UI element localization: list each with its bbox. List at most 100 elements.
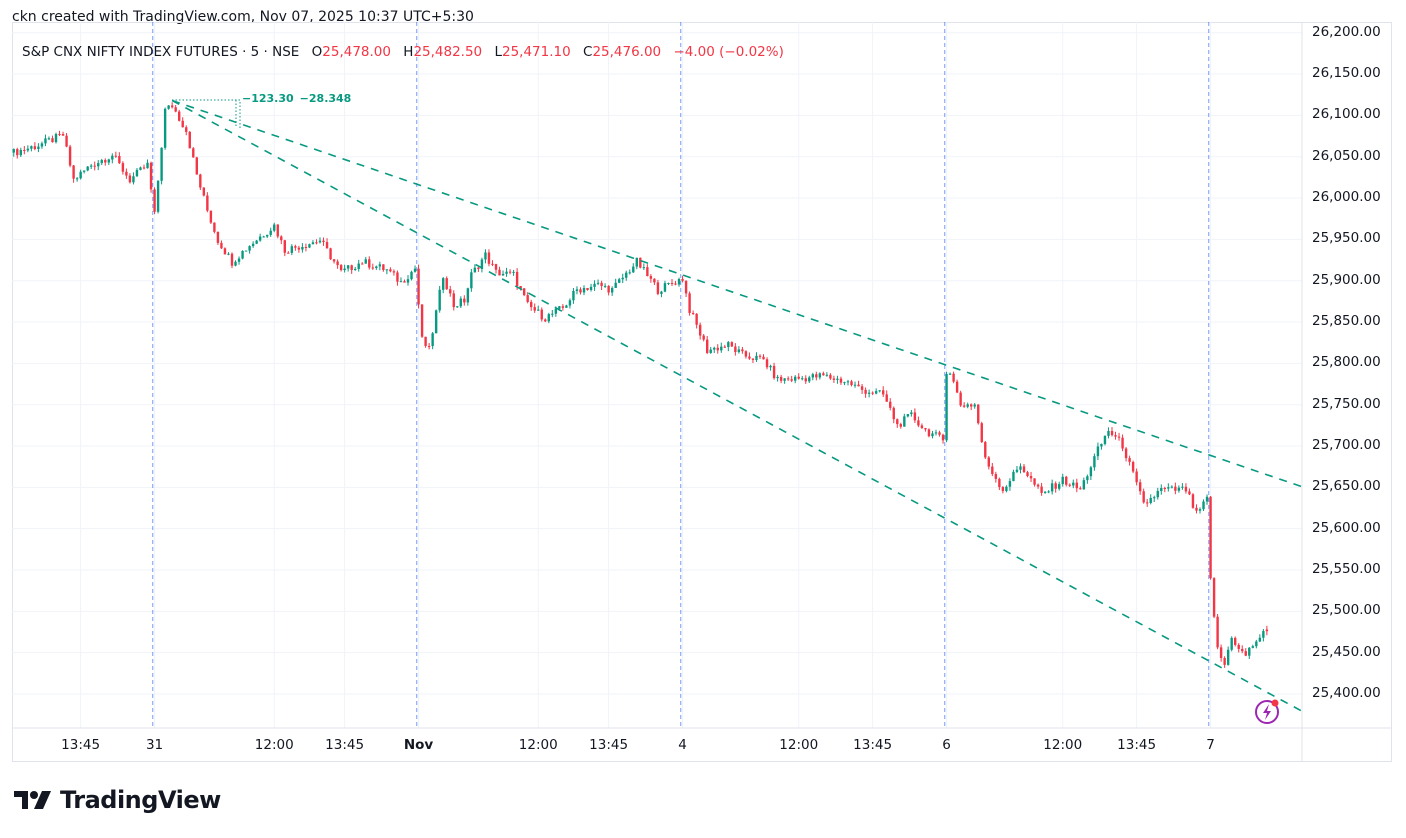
candle-body (153, 189, 156, 212)
candle-body (82, 170, 86, 172)
candle-body (924, 428, 927, 430)
candle (667, 282, 670, 286)
candle-body (100, 160, 103, 164)
candle (104, 158, 107, 166)
candle-body (941, 434, 945, 441)
candle (322, 237, 325, 246)
candle (596, 279, 600, 286)
candle (642, 263, 646, 270)
time-tick: 4 (678, 737, 687, 753)
candle-body (339, 265, 343, 271)
candle (368, 256, 371, 270)
candle (1255, 639, 1258, 649)
candle-body (406, 279, 410, 283)
candle-body (769, 365, 772, 368)
candle-body (33, 146, 37, 149)
candle (332, 259, 336, 264)
candle (364, 256, 367, 264)
candle-body (1114, 435, 1117, 437)
candle-body (1043, 491, 1047, 493)
candle (762, 354, 765, 360)
candle-body (572, 290, 575, 301)
candle-body (603, 285, 607, 287)
time-tick: 6 (942, 737, 951, 753)
candle-body (596, 282, 600, 284)
candle (438, 285, 441, 313)
candle (417, 264, 420, 309)
candle (565, 304, 568, 308)
candle (533, 303, 536, 313)
candle-body (614, 282, 617, 288)
candle (477, 266, 480, 272)
candle-body (1177, 487, 1181, 491)
candle (283, 239, 286, 257)
candle (1121, 434, 1124, 452)
tradingview-logo[interactable]: TradingView (14, 786, 221, 814)
candle-body (385, 269, 389, 271)
candle-body (346, 265, 350, 269)
candle (748, 352, 751, 360)
candle-body (170, 105, 174, 108)
candle-body (44, 138, 47, 144)
time-tick: 31 (145, 737, 164, 753)
candle-body (610, 287, 614, 293)
open-value: 25,478.00 (322, 44, 391, 60)
candle (153, 187, 156, 215)
candle-body (1191, 494, 1195, 508)
symbol-name[interactable]: S&P CNX NIFTY INDEX FUTURES · 5 · NSE (22, 44, 300, 60)
candle-body (779, 376, 783, 381)
candle-body (375, 266, 378, 268)
candle (610, 286, 614, 296)
candle-body (741, 349, 744, 352)
candle-body (688, 293, 691, 313)
candle-body (955, 381, 959, 393)
candle-body (142, 167, 146, 169)
candle-body (135, 169, 139, 177)
candle-body (1121, 437, 1124, 449)
candle (343, 264, 346, 273)
candle-body (420, 304, 424, 337)
candle-body (1202, 501, 1205, 510)
candle (1001, 486, 1005, 494)
candle (903, 413, 906, 427)
candle (75, 176, 79, 182)
candle (135, 168, 139, 177)
candle (1005, 485, 1008, 493)
candle (934, 429, 938, 436)
candle-body (332, 259, 336, 262)
alert-icon[interactable] (1255, 699, 1279, 724)
candle (90, 163, 93, 170)
candle (304, 243, 308, 252)
candle (167, 105, 170, 110)
candle (473, 264, 477, 273)
candle (941, 433, 945, 444)
candle-body (322, 240, 325, 243)
candle-body (948, 373, 952, 375)
candle-body (410, 271, 413, 280)
candle (751, 358, 755, 363)
candle-body (1234, 637, 1237, 645)
candle (378, 261, 382, 271)
candle-body (829, 374, 832, 379)
time-tick: 12:00 (779, 737, 819, 753)
low-label: L (494, 44, 502, 60)
chart-frame (12, 22, 1392, 762)
measure-label: −123.30 −28.348 (242, 92, 351, 105)
candle-body (1040, 486, 1043, 493)
candle (1117, 432, 1121, 441)
candle-body (794, 376, 797, 381)
candle (44, 134, 47, 147)
candle-body (691, 312, 695, 314)
candle-body (37, 146, 40, 149)
candle-body (846, 381, 850, 383)
candle (1138, 479, 1142, 495)
candle-body (987, 457, 990, 467)
candle-body (1167, 487, 1170, 489)
candle-body (674, 283, 677, 285)
candle-body (125, 171, 128, 176)
candle (262, 235, 265, 238)
trendlines[interactable] (171, 99, 1305, 713)
candle (410, 270, 413, 281)
candle (522, 288, 526, 297)
